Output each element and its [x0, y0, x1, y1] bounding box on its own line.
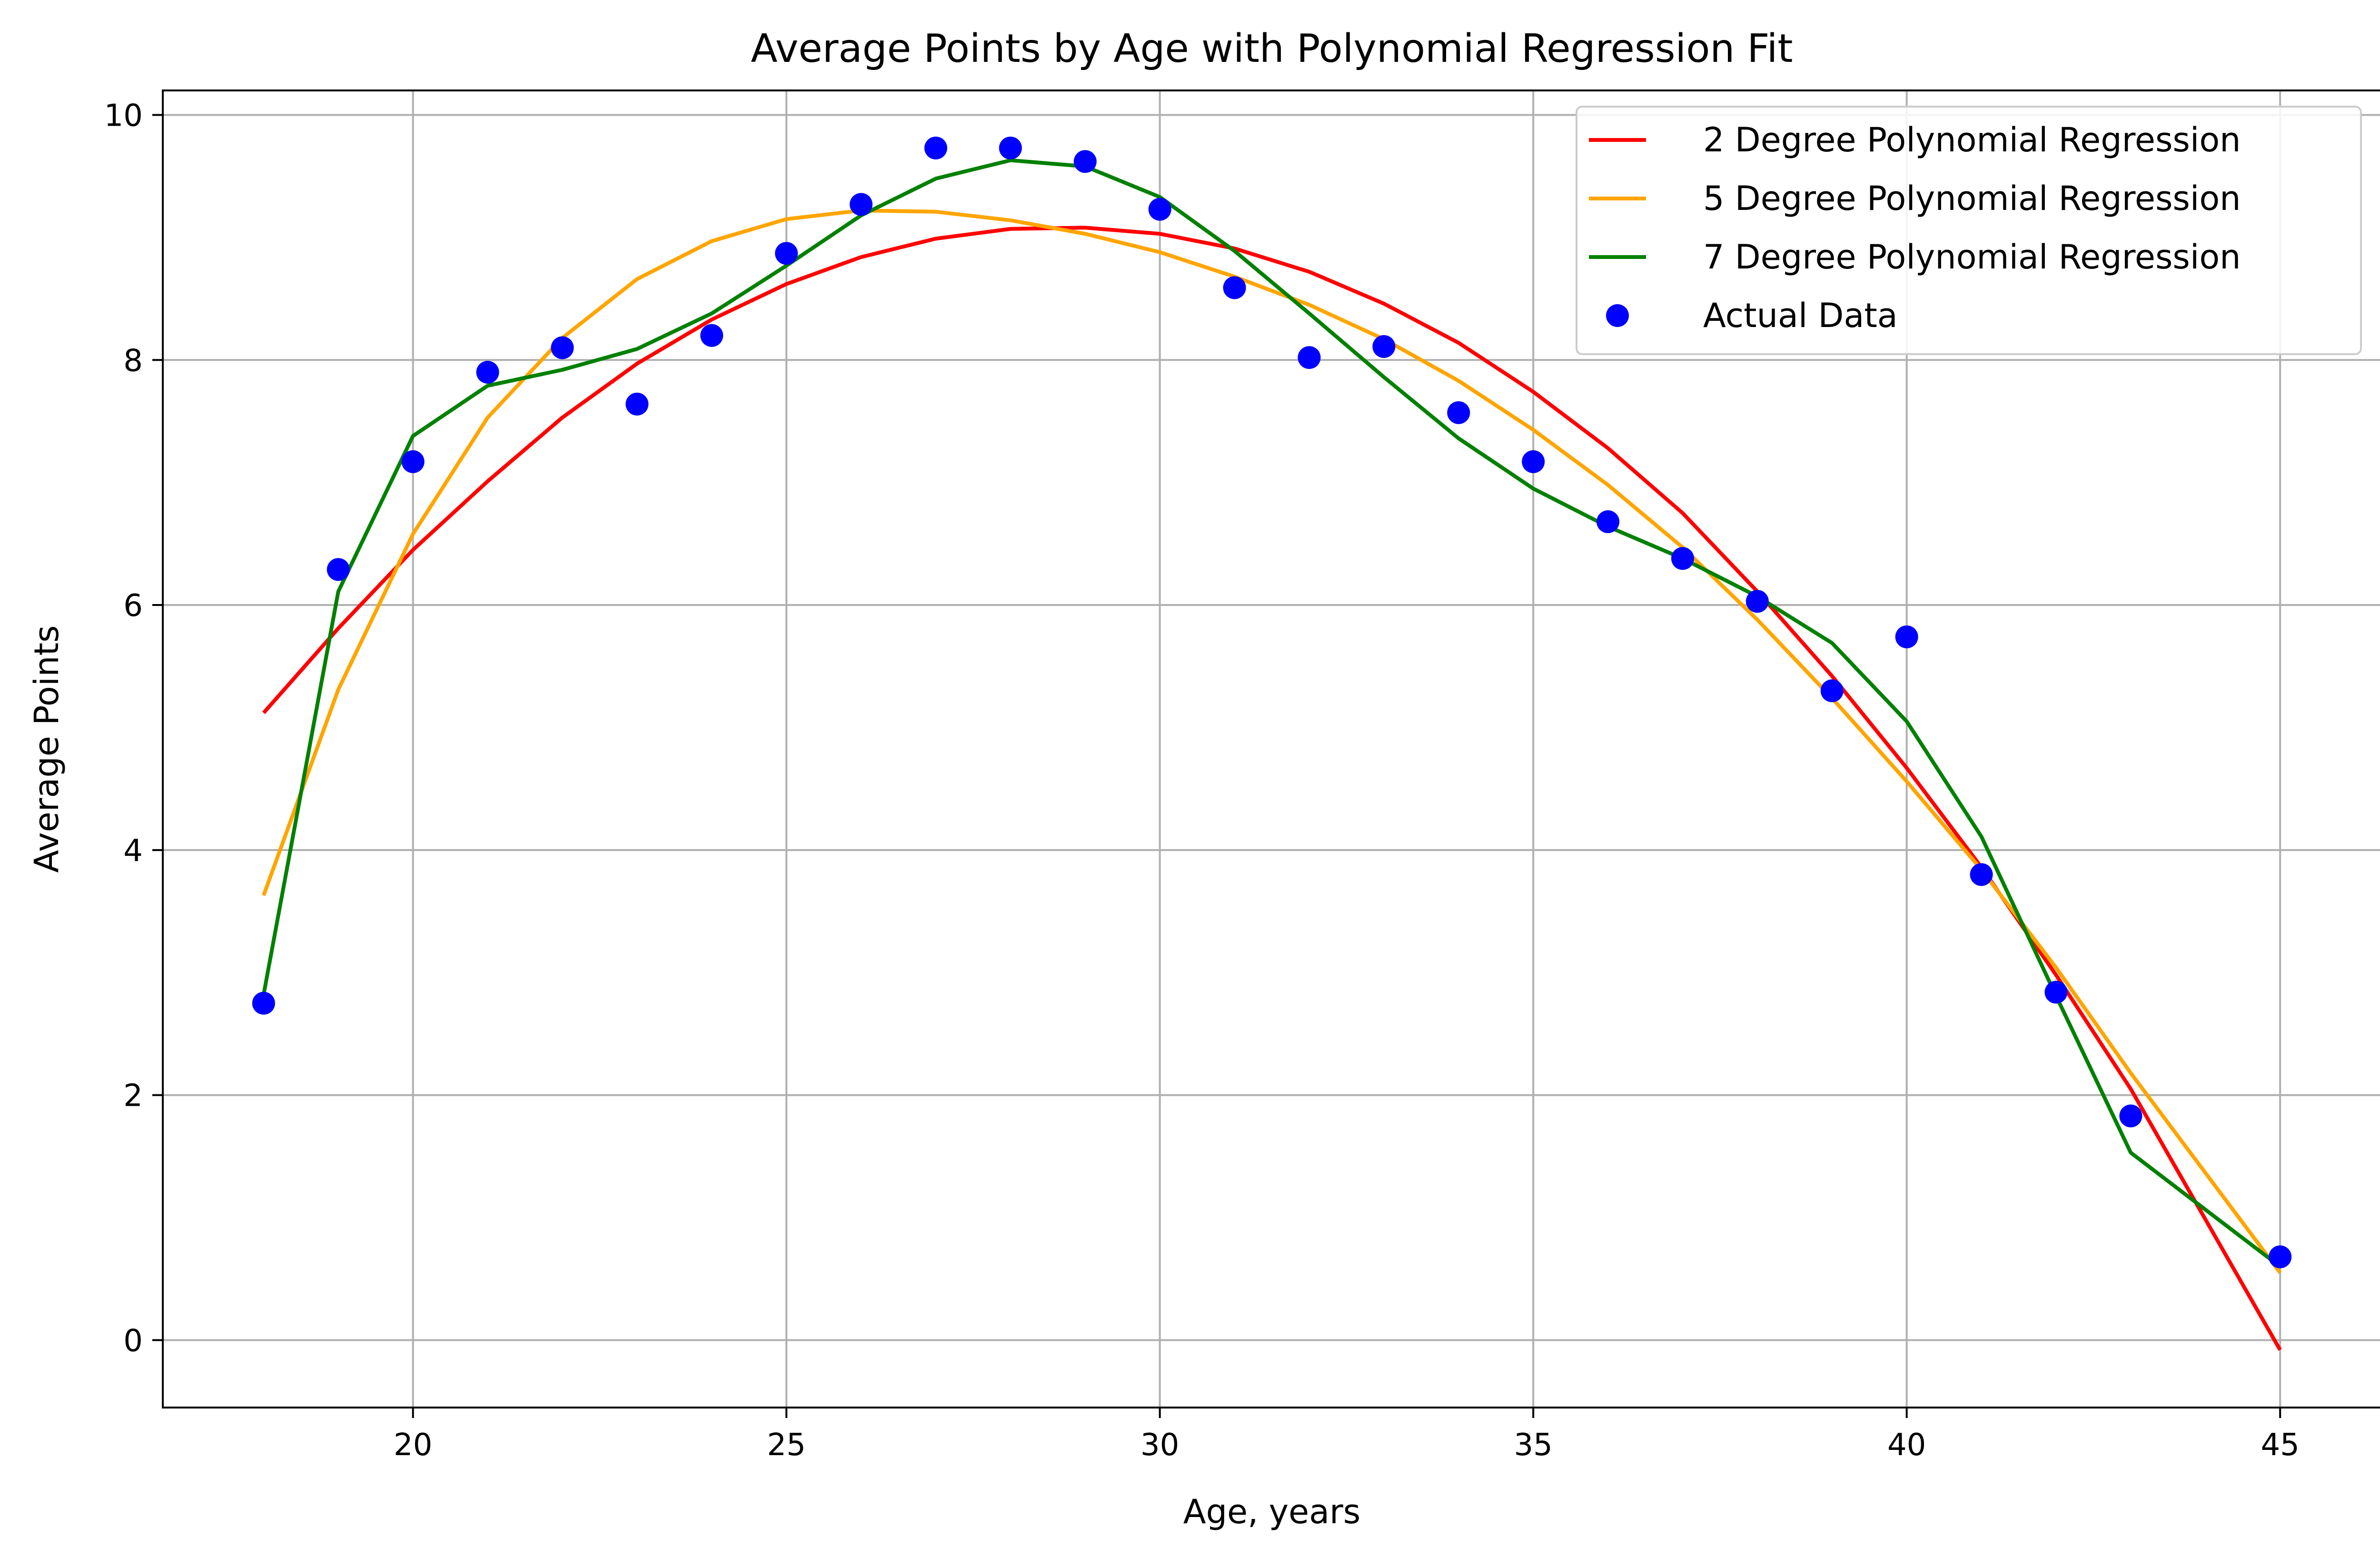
y-tick-label: 2: [123, 1079, 143, 1114]
data-point: [1298, 346, 1321, 369]
data-point: [1597, 510, 1620, 534]
data-point: [551, 336, 574, 359]
data-point: [1895, 625, 1918, 648]
data-point: [1522, 450, 1545, 473]
data-point: [2269, 1245, 2292, 1269]
x-tick-label: 25: [767, 1428, 805, 1463]
data-point: [401, 450, 425, 473]
y-tick-label: 4: [123, 833, 143, 869]
data-point: [999, 136, 1022, 159]
legend-marker-swatch: [1606, 304, 1629, 327]
legend: 2 Degree Polynomial Regression 5 Degree P…: [1576, 106, 2362, 355]
x-tick-label: 35: [1514, 1428, 1552, 1463]
legend-label: 2 Degree Polynomial Regression: [1703, 120, 2241, 159]
plot-area-frame: [162, 89, 2380, 1408]
tick-layer: 20 25 30 35 40 45 0 2 4 6 8 10: [104, 98, 2300, 1463]
series-layer: [252, 136, 2292, 1351]
x-tick-label: 20: [394, 1428, 432, 1463]
data-point: [476, 361, 499, 384]
data-point: [1745, 590, 1769, 613]
y-tick-label: 0: [123, 1323, 143, 1359]
data-point: [850, 193, 873, 216]
data-point: [2044, 981, 2068, 1004]
series-line-3: [261, 158, 2281, 1269]
legend-label: 5 Degree Polynomial Regression: [1703, 179, 2241, 218]
x-tick-label: 40: [1887, 1428, 1926, 1463]
data-point: [1148, 198, 1171, 221]
data-point: [700, 324, 724, 347]
chart-title: Average Points by Age with Polynomial Re…: [751, 26, 1793, 71]
legend-label: 7 Degree Polynomial Regression: [1703, 238, 2241, 277]
data-point: [1372, 335, 1396, 358]
series-line-1: [262, 226, 2282, 1351]
data-point: [1671, 547, 1694, 570]
data-point: [1447, 401, 1470, 424]
data-point: [1073, 150, 1097, 173]
data-point: [1820, 679, 1844, 703]
data-point: [1970, 863, 1993, 886]
data-point: [775, 242, 798, 265]
data-point: [625, 392, 649, 416]
data-point: [1223, 276, 1246, 299]
y-tick-label: 6: [123, 588, 143, 624]
x-tick-label: 30: [1140, 1428, 1179, 1463]
data-point: [2119, 1104, 2142, 1128]
data-point: [327, 558, 350, 581]
data-point: [924, 136, 947, 159]
x-axis-title: Age, years: [1183, 1492, 1361, 1531]
y-axis-title: Average Points: [27, 625, 66, 873]
legend-label: Actual Data: [1703, 296, 1898, 335]
legend-box: [1576, 106, 2362, 355]
y-tick-label: 8: [123, 343, 143, 378]
y-tick-label: 10: [104, 98, 143, 133]
data-point: [252, 992, 275, 1015]
x-tick-label: 45: [2261, 1428, 2299, 1463]
